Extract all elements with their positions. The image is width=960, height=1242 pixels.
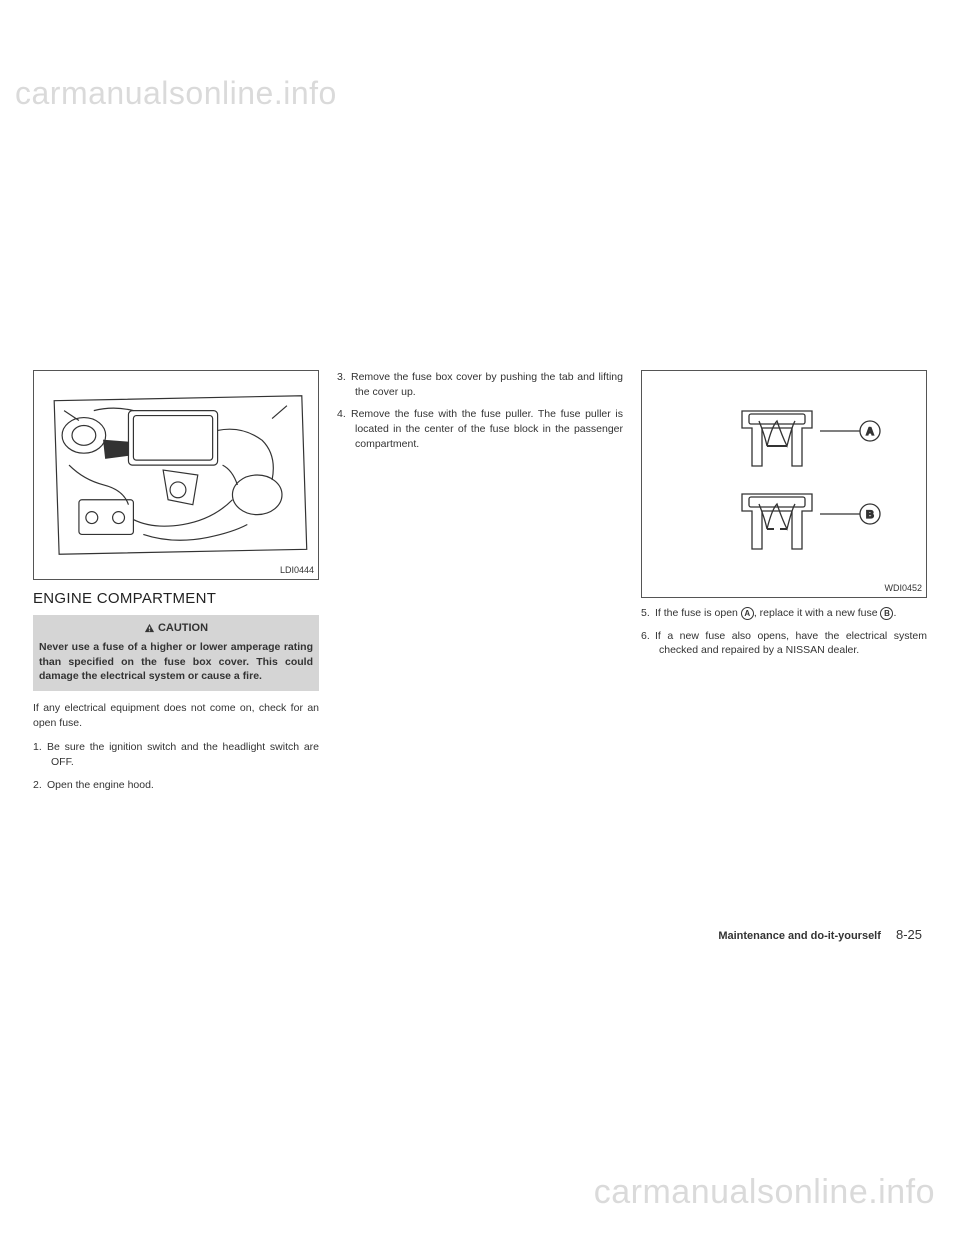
list-item: 1.Be sure the ignition switch and the he… (33, 740, 319, 769)
svg-text:A: A (866, 426, 874, 438)
column-1: LDI0444 ENGINE COMPARTMENT CAUTION Never… (33, 370, 319, 800)
step-text: Open the engine hood. (47, 779, 154, 791)
step-text: If the fuse is open A, replace it with a… (655, 607, 896, 619)
step-text: Be sure the ignition switch and the head… (47, 741, 319, 768)
footer-section: Maintenance and do-it-yourself (718, 930, 881, 942)
step-text: Remove the fuse with the fuse puller. Th… (351, 408, 623, 449)
warning-icon (144, 623, 155, 634)
page-content: LDI0444 ENGINE COMPARTMENT CAUTION Never… (33, 370, 927, 800)
caution-label: CAUTION (158, 622, 208, 634)
watermark-top: carmanualsonline.info (15, 75, 337, 112)
step-fragment: . (893, 607, 896, 619)
svg-text:B: B (866, 509, 874, 521)
caution-box: CAUTION Never use a fuse of a higher or … (33, 615, 319, 691)
ref-a-icon: A (741, 607, 754, 620)
list-item: 2.Open the engine hood. (33, 778, 319, 793)
section-title: ENGINE COMPARTMENT (33, 588, 319, 609)
list-item: 6.If a new fuse also opens, have the ele… (641, 629, 927, 658)
list-item: 4.Remove the fuse with the fuse puller. … (337, 407, 623, 451)
caution-heading: CAUTION (39, 619, 313, 640)
steps-list-1: 1.Be sure the ignition switch and the he… (33, 740, 319, 792)
step-fragment: , replace it with a new fuse (754, 607, 881, 619)
figure-code: LDI0444 (280, 564, 314, 577)
watermark-bottom: carmanualsonline.info (594, 1173, 935, 1212)
intro-text: If any electrical equipment does not com… (33, 701, 319, 730)
fuse-figure: A B WDI0452 (641, 370, 927, 598)
list-item: 5.If the fuse is open A, replace it with… (641, 606, 927, 621)
footer-page-number: 8-25 (896, 927, 922, 942)
page-footer: Maintenance and do-it-yourself 8-25 (718, 927, 922, 942)
step-fragment: If the fuse is open (655, 607, 741, 619)
steps-list-3: 5.If the fuse is open A, replace it with… (641, 606, 927, 658)
steps-list-2: 3.Remove the fuse box cover by pushing t… (337, 370, 623, 451)
column-3: A B WDI0452 5.If the fuse is open A, rep… (641, 370, 927, 800)
engine-diagram-svg (34, 371, 318, 579)
figure-code: WDI0452 (884, 582, 922, 595)
fuse-diagram-svg: A B (642, 371, 928, 599)
engine-compartment-figure: LDI0444 (33, 370, 319, 580)
step-text: If a new fuse also opens, have the elect… (655, 630, 927, 657)
ref-b-icon: B (880, 607, 893, 620)
list-item: 3.Remove the fuse box cover by pushing t… (337, 370, 623, 399)
caution-text: Never use a fuse of a higher or lower am… (39, 640, 313, 683)
step-text: Remove the fuse box cover by pushing the… (351, 371, 623, 398)
column-2: 3.Remove the fuse box cover by pushing t… (337, 370, 623, 800)
